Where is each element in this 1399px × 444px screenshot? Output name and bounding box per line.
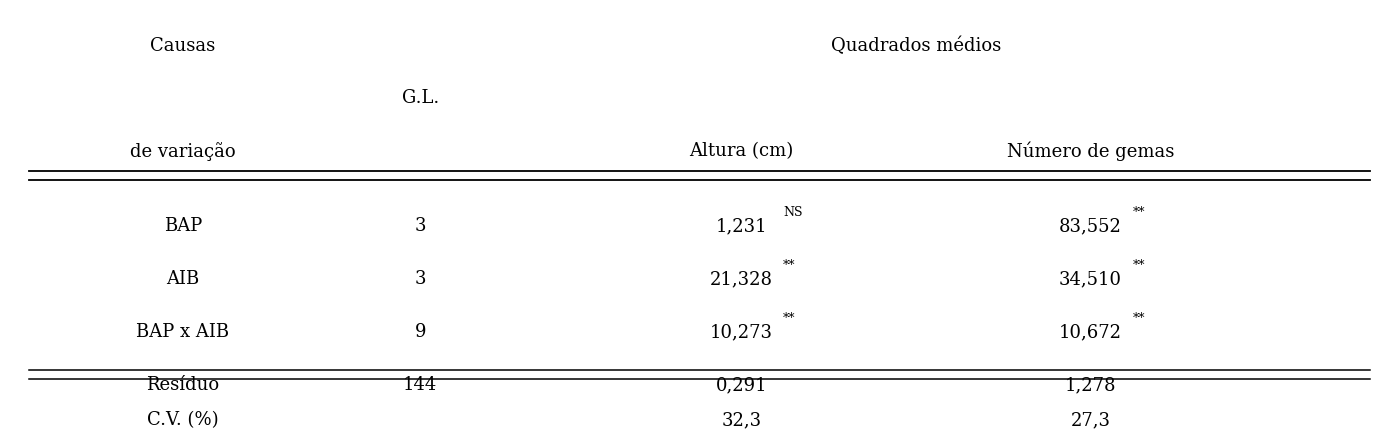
Text: Altura (cm): Altura (cm) — [690, 143, 793, 160]
Text: 0,291: 0,291 — [715, 376, 767, 394]
Text: 1,278: 1,278 — [1065, 376, 1116, 394]
Text: BAP: BAP — [164, 218, 201, 235]
Text: **: ** — [783, 312, 796, 325]
Text: 1,231: 1,231 — [715, 218, 767, 235]
Text: 3: 3 — [414, 218, 427, 235]
Text: AIB: AIB — [166, 270, 200, 288]
Text: 32,3: 32,3 — [722, 412, 761, 429]
Text: 9: 9 — [414, 323, 427, 341]
Text: Quadrados médios: Quadrados médios — [831, 36, 1002, 55]
Text: Causas: Causas — [150, 36, 215, 55]
Text: NS: NS — [783, 206, 803, 219]
Text: 83,552: 83,552 — [1059, 218, 1122, 235]
Text: Resíduo: Resíduo — [147, 376, 220, 394]
Text: 144: 144 — [403, 376, 438, 394]
Text: 10,273: 10,273 — [709, 323, 772, 341]
Text: **: ** — [1132, 206, 1144, 219]
Text: C.V. (%): C.V. (%) — [147, 412, 218, 429]
Text: **: ** — [1132, 259, 1144, 272]
Text: 34,510: 34,510 — [1059, 270, 1122, 288]
Text: 3: 3 — [414, 270, 427, 288]
Text: de variação: de variação — [130, 142, 235, 161]
Text: Número de gemas: Número de gemas — [1007, 142, 1174, 161]
Text: **: ** — [783, 259, 796, 272]
Text: BAP x AIB: BAP x AIB — [136, 323, 229, 341]
Text: **: ** — [1132, 312, 1144, 325]
Text: 27,3: 27,3 — [1070, 412, 1111, 429]
Text: G.L.: G.L. — [402, 89, 439, 107]
Text: 21,328: 21,328 — [709, 270, 772, 288]
Text: 10,672: 10,672 — [1059, 323, 1122, 341]
